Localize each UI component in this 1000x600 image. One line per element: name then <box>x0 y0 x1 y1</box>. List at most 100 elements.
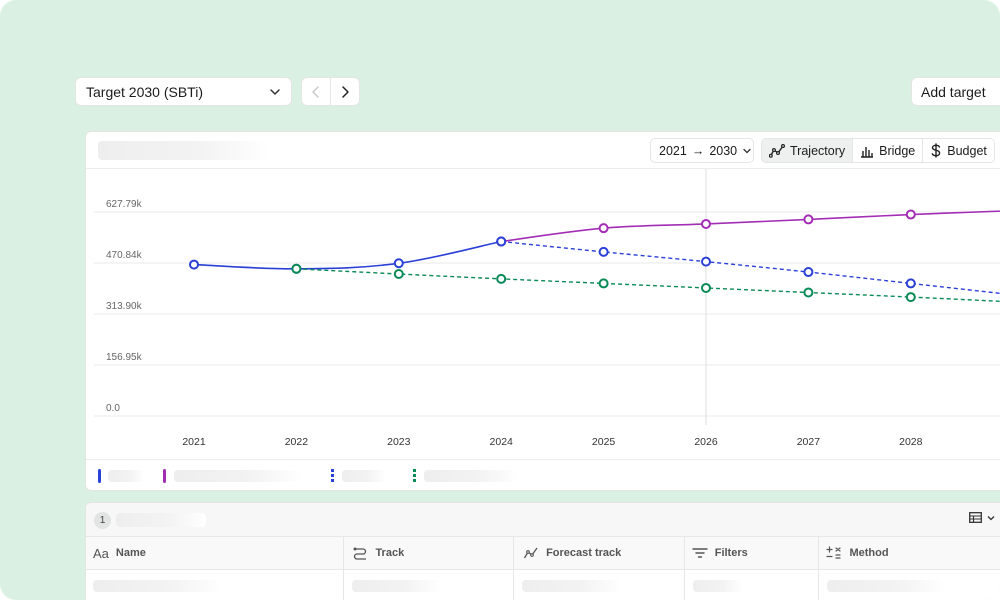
tab-budget-label: Budget <box>947 143 987 158</box>
table-cell <box>86 570 345 600</box>
series-line <box>193 240 502 270</box>
add-target-button[interactable]: Add target <box>911 77 1000 106</box>
trajectory-chart: 627.79k 470.84k 313.90k 156.95k 0.0 2021 2022 2… <box>86 169 1000 459</box>
data-point <box>905 292 916 303</box>
data-point <box>701 282 711 293</box>
legend-marker <box>331 469 334 483</box>
data-point <box>598 278 609 289</box>
x-tick-label: 2025 <box>592 436 616 448</box>
chart-card: 2021 → 2030 Trajectory <box>85 131 1000 491</box>
y-tick-label: 470.84k <box>106 250 143 261</box>
trajectory-icon <box>769 143 785 158</box>
cell-placeholder <box>352 580 443 592</box>
chart-title-placeholder <box>98 141 270 160</box>
range-from: 2021 <box>659 143 687 158</box>
tab-trajectory[interactable]: Trajectory <box>762 139 853 162</box>
column-header-filters[interactable]: Filters <box>685 537 820 569</box>
next-button[interactable] <box>330 78 359 105</box>
table-row[interactable] <box>86 570 1000 600</box>
column-header-forecast-track[interactable]: Forecast track <box>514 537 685 569</box>
chevron-down-icon <box>269 86 281 98</box>
count-badge: 1 <box>94 512 111 529</box>
dollar-icon <box>930 143 942 158</box>
legend-label-placeholder <box>342 470 386 482</box>
tab-bridge-label: Bridge <box>879 143 916 158</box>
data-point <box>496 236 507 247</box>
data-point <box>905 278 916 289</box>
column-header-label: Method <box>849 547 889 559</box>
cell-placeholder <box>692 580 743 592</box>
column-header-label: Track <box>375 547 405 559</box>
data-point <box>803 267 814 278</box>
target-select-label: Target 2030 (SBTi) <box>86 83 203 100</box>
range-arrow: → <box>691 143 705 158</box>
table-cell <box>344 570 515 600</box>
table-icon <box>969 512 982 523</box>
chevron-left-icon <box>310 85 322 99</box>
targets-table: 1 Aa Name Track <box>85 502 1000 600</box>
series-line <box>501 210 1000 243</box>
legend-marker <box>413 469 416 483</box>
data-point <box>291 263 302 274</box>
chevron-right-icon <box>339 85 351 99</box>
data-point <box>496 273 507 284</box>
x-tick-label: 2022 <box>285 436 309 448</box>
column-header-track[interactable]: Track <box>344 537 515 569</box>
data-point <box>803 214 814 225</box>
text-type-icon: Aa <box>93 545 109 561</box>
table-cell <box>685 570 820 600</box>
bar-chart-icon <box>860 144 874 158</box>
filter-icon <box>692 547 708 559</box>
date-range-select[interactable]: 2021 → 2030 <box>650 138 754 163</box>
add-target-label: Add target <box>921 83 986 100</box>
column-header-label: Filters <box>714 547 748 559</box>
x-tick-label: 2028 <box>899 436 923 448</box>
x-tick-label: 2024 <box>490 436 514 448</box>
legend-label-placeholder <box>174 470 304 482</box>
chart-card-header: 2021 → 2030 Trajectory <box>86 132 1000 169</box>
tab-budget[interactable]: Budget <box>922 139 994 162</box>
chevron-down-icon <box>742 146 752 156</box>
target-select[interactable]: Target 2030 (SBTi) <box>75 77 292 106</box>
data-point <box>701 256 711 267</box>
legend-label-placeholder <box>108 470 144 482</box>
target-nav <box>301 77 360 106</box>
cell-placeholder <box>827 580 948 592</box>
cell-placeholder <box>522 580 623 592</box>
table-toolbar: 1 <box>86 503 1000 537</box>
y-tick-label: 627.79k <box>106 199 143 210</box>
data-point <box>598 246 609 257</box>
table-header-row: Aa Name Track Forecast track Filters <box>86 537 1000 570</box>
column-header-name[interactable]: Aa Name <box>86 537 345 569</box>
data-point <box>189 259 199 270</box>
range-to: 2030 <box>709 143 738 158</box>
x-tick-label: 2021 <box>182 436 206 448</box>
y-tick-label: 156.95k <box>106 352 143 363</box>
column-header-label: Forecast track <box>546 547 622 559</box>
x-tick-label: 2027 <box>797 436 821 448</box>
route-icon <box>352 546 368 560</box>
series-line <box>296 268 1000 303</box>
table-view-toggle[interactable] <box>969 512 996 523</box>
forecast-icon <box>523 546 539 560</box>
previous-button[interactable] <box>302 78 330 105</box>
calculator-icon <box>826 546 842 560</box>
series-line <box>501 240 1000 295</box>
view-switcher: Trajectory Bridge Budget <box>761 138 995 163</box>
x-tick-label: 2023 <box>387 436 411 448</box>
chart-legend <box>86 459 1000 492</box>
data-point <box>803 287 814 298</box>
column-header-method[interactable]: Method <box>819 537 1000 569</box>
data-point <box>905 209 916 220</box>
tab-bridge[interactable]: Bridge <box>852 139 923 162</box>
group-label-placeholder <box>116 513 206 527</box>
cell-placeholder <box>93 580 223 592</box>
y-tick-label: 0.0 <box>106 403 120 414</box>
data-point <box>701 218 711 229</box>
data-point <box>598 223 609 234</box>
legend-marker <box>163 469 166 483</box>
data-point <box>393 268 404 279</box>
chart-svg: 627.79k 470.84k 313.90k 156.95k 0.0 2021 2022 2… <box>94 169 1000 448</box>
data-point <box>393 258 404 269</box>
